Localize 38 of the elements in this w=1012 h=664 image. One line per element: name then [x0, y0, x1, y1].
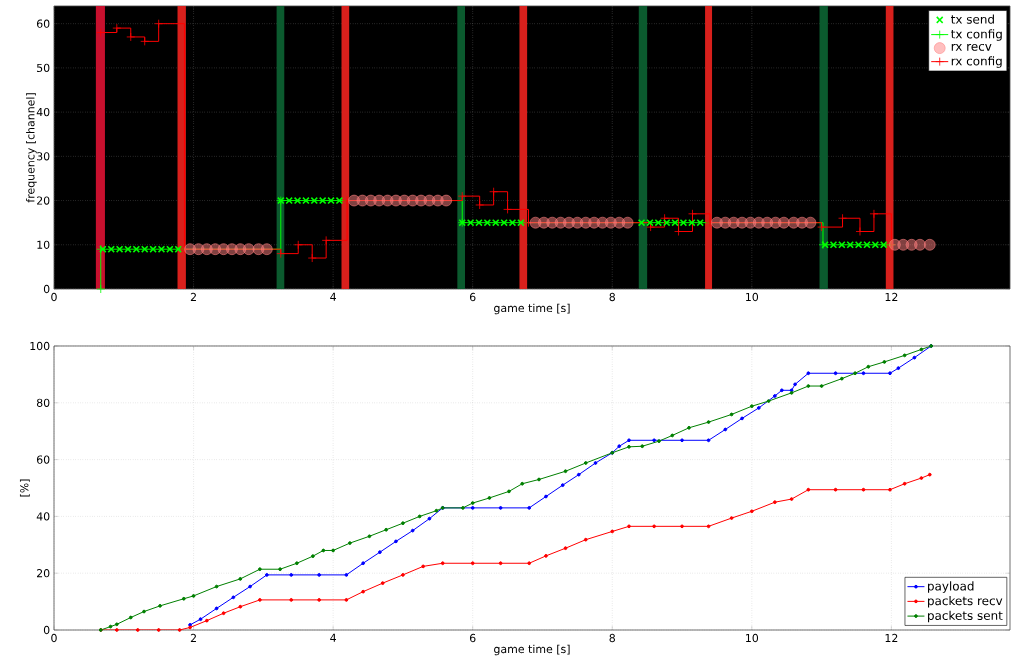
x-tick-label: 10 — [746, 633, 759, 643]
x-tick-label: 4 — [330, 633, 336, 642]
x-tick-label: 8 — [609, 292, 615, 302]
x-tick-label: 10 — [746, 292, 759, 302]
y-tick-label: 20 — [37, 196, 50, 205]
legend-label: tx send — [951, 14, 994, 24]
x-tick-label: 4 — [330, 292, 336, 301]
x-tick-label: 2 — [190, 292, 196, 301]
y-axis-title: frequency [channel] — [26, 93, 37, 203]
x-tick-label: 6 — [469, 292, 476, 302]
x-tick-label: 8 — [609, 633, 615, 643]
y-tick-label: 10 — [37, 240, 50, 249]
y-tick-label: 0 — [43, 625, 50, 635]
y-tick-label: 40 — [36, 512, 50, 521]
y-tick-label: 100 — [30, 341, 50, 351]
y-tick-label: 0 — [43, 284, 50, 294]
y-tick-label: 40 — [36, 107, 50, 117]
x-axis-title: game time [s] — [494, 644, 570, 656]
legend-label: payload — [928, 581, 974, 593]
x-axis-title: game time [s] — [494, 303, 570, 315]
legend-label: packets sent — [928, 610, 1003, 623]
y-tick-label: 60 — [36, 455, 50, 464]
legend-label: tx config — [951, 29, 1002, 41]
y-tick-label: 50 — [37, 63, 50, 73]
y-tick-label: 80 — [36, 398, 50, 407]
y-tick-label: 30 — [37, 152, 50, 161]
x-tick-label: 6 — [469, 633, 476, 643]
legend-label: rx config — [951, 56, 1002, 68]
x-tick-label: 12 — [885, 633, 898, 642]
legend-label: rx recv — [951, 43, 992, 51]
x-tick-label: 12 — [885, 292, 898, 301]
y-tick-label: 60 — [36, 19, 50, 28]
y-axis-title: [%] — [19, 479, 30, 497]
legend-label: packets recv — [928, 596, 1003, 608]
x-tick-label: 0 — [51, 292, 57, 302]
x-tick-label: 2 — [190, 633, 196, 642]
x-tick-label: 0 — [51, 633, 57, 643]
y-tick-label: 20 — [37, 569, 50, 578]
